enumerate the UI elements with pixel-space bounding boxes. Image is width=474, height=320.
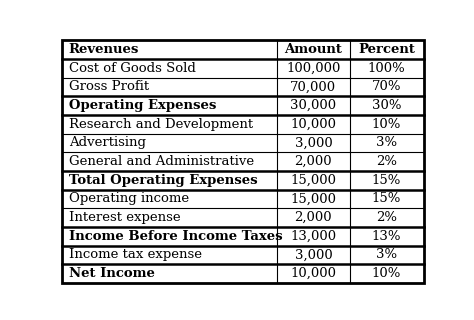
Text: 3%: 3%	[376, 248, 397, 261]
Text: 3,000: 3,000	[294, 248, 332, 261]
Text: 70,000: 70,000	[291, 81, 337, 93]
Text: Gross Profit: Gross Profit	[69, 81, 149, 93]
Text: Interest expense: Interest expense	[69, 211, 181, 224]
Text: 70%: 70%	[372, 81, 401, 93]
Text: 2,000: 2,000	[295, 211, 332, 224]
Text: 100,000: 100,000	[286, 62, 341, 75]
Text: Income Before Income Taxes: Income Before Income Taxes	[69, 230, 283, 243]
Text: 15%: 15%	[372, 192, 401, 205]
Text: Cost of Goods Sold: Cost of Goods Sold	[69, 62, 196, 75]
Text: 10%: 10%	[372, 118, 401, 131]
Text: 15,000: 15,000	[291, 192, 337, 205]
Text: 2%: 2%	[376, 211, 397, 224]
Text: 3,000: 3,000	[294, 136, 332, 149]
Text: 2,000: 2,000	[295, 155, 332, 168]
Text: 30,000: 30,000	[291, 99, 337, 112]
Text: Total Operating Expenses: Total Operating Expenses	[69, 174, 257, 187]
Text: Net Income: Net Income	[69, 267, 155, 280]
Text: 10%: 10%	[372, 267, 401, 280]
Text: Research and Development: Research and Development	[69, 118, 253, 131]
Text: Percent: Percent	[358, 43, 415, 56]
Text: 13%: 13%	[372, 230, 401, 243]
Text: Advertising: Advertising	[69, 136, 146, 149]
Text: 3%: 3%	[376, 136, 397, 149]
Text: Operating income: Operating income	[69, 192, 189, 205]
Text: 100%: 100%	[368, 62, 405, 75]
Text: Income tax expense: Income tax expense	[69, 248, 202, 261]
Text: 10,000: 10,000	[291, 118, 337, 131]
Text: General and Administrative: General and Administrative	[69, 155, 254, 168]
Text: 15,000: 15,000	[291, 174, 337, 187]
Text: Revenues: Revenues	[69, 43, 139, 56]
Text: 15%: 15%	[372, 174, 401, 187]
Text: Amount: Amount	[284, 43, 342, 56]
Text: 2%: 2%	[376, 155, 397, 168]
Text: 13,000: 13,000	[291, 230, 337, 243]
Text: 30%: 30%	[372, 99, 401, 112]
Text: Operating Expenses: Operating Expenses	[69, 99, 216, 112]
Text: 10,000: 10,000	[291, 267, 337, 280]
